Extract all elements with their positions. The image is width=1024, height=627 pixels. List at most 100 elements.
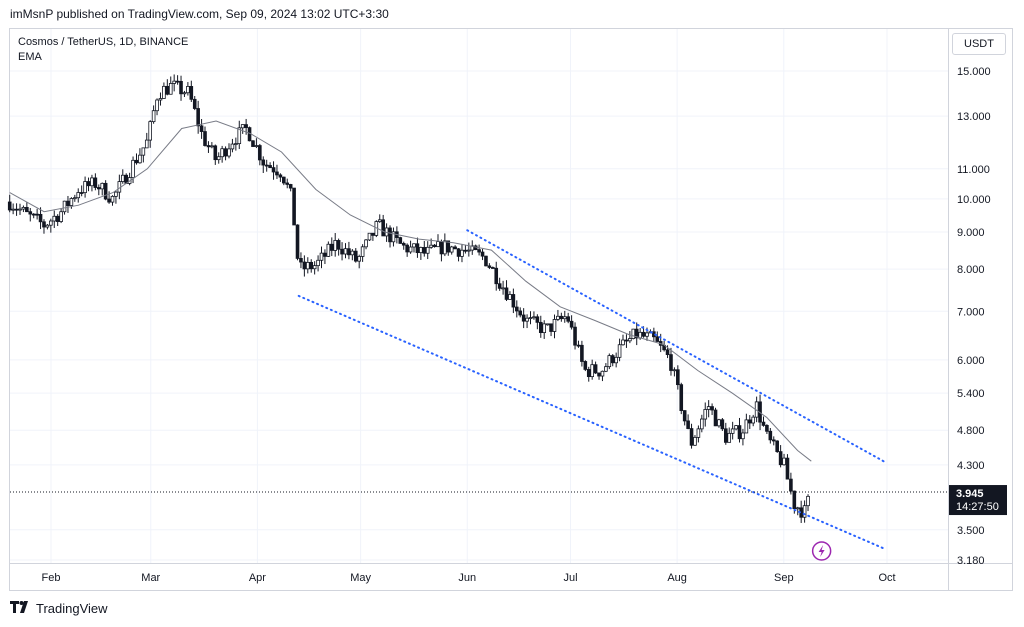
candle — [525, 314, 529, 329]
x-tick-label: Feb — [42, 572, 61, 584]
candle — [172, 74, 176, 92]
candle — [604, 363, 608, 373]
currency-button[interactable]: USDT — [952, 33, 1006, 55]
candle — [14, 203, 19, 216]
candle-body — [532, 316, 536, 319]
candle-body — [93, 177, 98, 188]
candle — [419, 246, 423, 260]
footer-brand: TradingView — [36, 601, 108, 616]
candle — [258, 143, 262, 166]
candle-body — [734, 425, 738, 430]
candle — [710, 403, 714, 416]
candle-body — [665, 349, 670, 356]
candle — [806, 494, 810, 512]
candle-body — [319, 252, 324, 261]
candle-body — [189, 86, 194, 100]
candle — [52, 210, 57, 228]
candle — [497, 277, 502, 291]
candle-body — [717, 419, 721, 427]
candle — [672, 367, 677, 377]
candle-body — [131, 159, 135, 178]
candle-body — [21, 206, 26, 210]
candle-body — [514, 306, 519, 312]
candle-body — [453, 246, 457, 250]
candle — [103, 180, 108, 201]
y-tick-label: 11.000 — [957, 164, 990, 176]
candle — [333, 233, 338, 257]
candle — [514, 300, 519, 318]
candle — [162, 82, 166, 99]
candle-body — [439, 241, 444, 255]
candle-body — [744, 419, 749, 434]
candle-body — [771, 439, 776, 442]
candle — [151, 105, 156, 124]
candle-body — [11, 208, 15, 211]
candle — [45, 223, 50, 230]
y-tick-label: 13.000 — [957, 111, 991, 123]
candle — [360, 244, 365, 262]
candle-body — [234, 143, 238, 146]
candle — [100, 182, 105, 196]
candle-body — [302, 261, 307, 270]
candle — [254, 138, 259, 149]
candle-body — [518, 310, 523, 316]
candle-body — [371, 232, 375, 236]
candle — [340, 242, 344, 261]
candle — [230, 138, 235, 153]
y-tick-label: 3.180 — [957, 555, 985, 567]
chart-legend: Cosmos / TetherUS, 1D, BINANCE EMA — [18, 35, 188, 65]
candle-body — [148, 121, 152, 141]
candle-body — [621, 339, 625, 346]
candle — [86, 177, 91, 192]
candle-body — [669, 354, 673, 371]
candle-body — [645, 332, 649, 337]
indicator-label[interactable]: EMA — [18, 51, 42, 63]
candle-body — [491, 267, 495, 269]
candle-body — [679, 384, 684, 411]
candle-body — [90, 177, 94, 187]
candle — [580, 340, 584, 367]
candle — [401, 241, 406, 250]
candle — [559, 312, 564, 322]
y-tick-label: 9.000 — [957, 227, 985, 239]
candle — [192, 96, 197, 111]
candle-body — [353, 250, 358, 262]
candle-body — [172, 80, 176, 84]
candle-body — [429, 244, 433, 248]
footer-branding[interactable]: TradingView — [10, 601, 108, 616]
candle-body — [713, 409, 718, 427]
candle-body — [723, 428, 728, 443]
published-caption: imMsnP published on TradingView.com, Sep… — [10, 7, 389, 21]
candle-body — [604, 366, 608, 372]
candle-body — [607, 355, 612, 368]
candle — [353, 248, 358, 263]
candle — [213, 144, 218, 165]
candle-body — [271, 167, 276, 173]
candle — [511, 288, 516, 314]
candle-body — [168, 83, 173, 95]
candle — [412, 243, 416, 253]
candle-body — [282, 176, 286, 184]
candle-body — [446, 240, 451, 253]
candle — [11, 203, 15, 215]
candle — [453, 245, 457, 250]
candle-body — [227, 148, 231, 157]
candle-body — [696, 428, 701, 438]
candle — [275, 164, 279, 179]
candle — [761, 416, 766, 427]
candle — [264, 159, 269, 172]
candle-body — [42, 221, 46, 228]
candle — [210, 142, 214, 149]
candle-body — [569, 320, 574, 328]
candle-body — [179, 80, 183, 95]
candle-body — [295, 224, 300, 259]
symbol-title[interactable]: Cosmos / TetherUS, 1D, BINANCE — [18, 36, 189, 48]
candle-body — [549, 323, 553, 332]
candle-body — [220, 148, 224, 158]
candle-body — [586, 369, 591, 378]
y-axis: 15.000 13.000 11.000 10.000 9.000 8.000 7.000 6… — [957, 66, 991, 567]
candle — [456, 248, 461, 262]
candle-body — [103, 182, 108, 200]
candle — [723, 422, 728, 445]
